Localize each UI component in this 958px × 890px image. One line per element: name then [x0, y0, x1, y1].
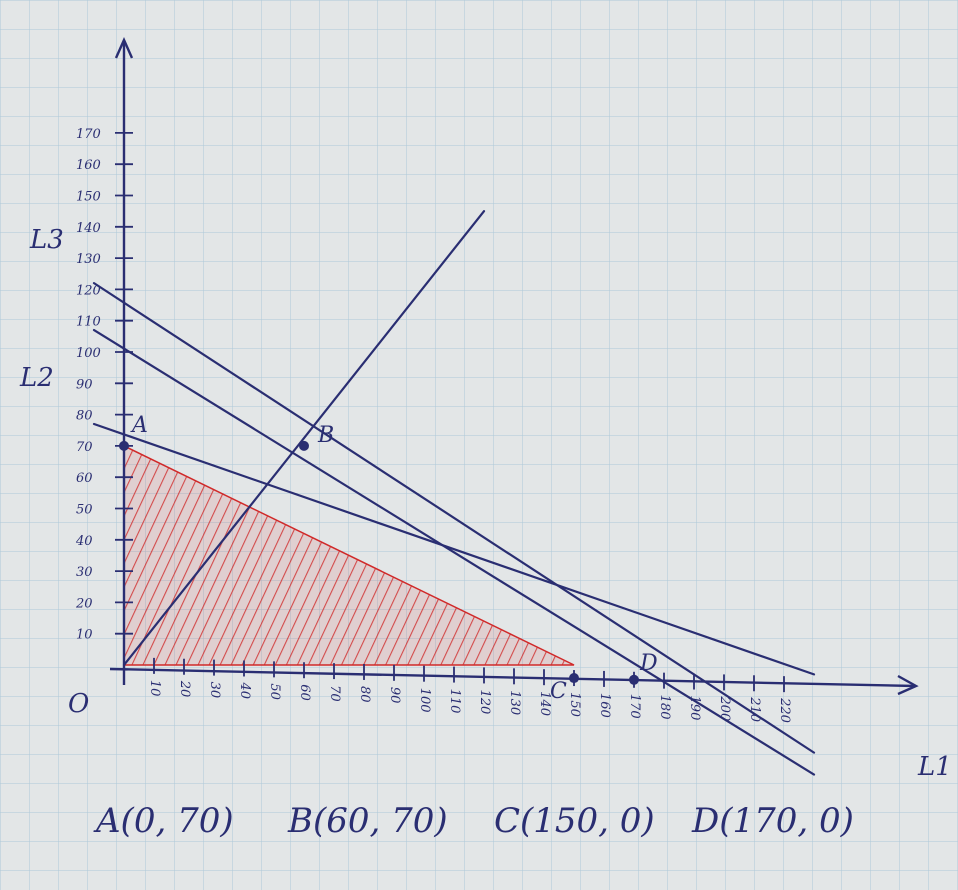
line-l2 [92, 328, 816, 776]
coordinate-caption-d: D(170, 0) [691, 801, 854, 841]
x-tick-label: 190 [687, 696, 702, 721]
y-tick-label: 120 [76, 283, 101, 298]
point-label-a: A [130, 413, 148, 438]
point-b [299, 440, 309, 451]
y-tick-label: 170 [76, 127, 101, 142]
x-tick-label: 20 [177, 680, 192, 698]
y-tick-label: 100 [76, 346, 101, 361]
y-tick-label: 10 [76, 628, 93, 643]
point-a [119, 440, 129, 451]
y-tick-label: 80 [76, 409, 93, 424]
coordinate-caption-b: B(60, 70) [287, 801, 448, 841]
x-tick-label: 110 [447, 689, 462, 714]
line-l1 [92, 422, 816, 676]
y-tick-label: 110 [76, 315, 101, 330]
y-tick-label: 60 [76, 471, 93, 486]
y-tick-label: 30 [76, 565, 93, 580]
x-tick-label: 90 [387, 687, 402, 704]
point-label-b: B [317, 423, 334, 448]
x-tick-label: 200 [717, 695, 732, 721]
x-tick-label: 10 [147, 680, 162, 697]
y-tick-label: 20 [75, 596, 93, 611]
point-label-c: C [550, 679, 567, 704]
feasible-region-tint [124, 445, 574, 665]
x-tick-label: 60 [297, 684, 312, 701]
y-tick-label: 130 [76, 252, 101, 267]
y-tick-label: 50 [76, 503, 93, 518]
x-tick-label: 40 [237, 681, 252, 699]
x-tick-label: 50 [267, 683, 282, 700]
y-axis-arrow [114, 37, 134, 59]
line-objective-ray [122, 210, 486, 667]
y-tick-label: 40 [75, 534, 93, 549]
x-tick-label: 160 [597, 693, 612, 718]
y-tick-label: 90 [76, 377, 93, 392]
x-tick-label: 180 [657, 695, 672, 720]
origin-label: O [68, 689, 89, 719]
line-label-l1: L1 [917, 752, 952, 782]
y-tick-label: 160 [76, 158, 101, 173]
coordinate-caption-a: A(0, 70) [93, 801, 234, 841]
point-c [569, 673, 579, 684]
x-tick-label: 70 [327, 685, 342, 702]
x-axis-arrow [897, 674, 919, 696]
x-tick-label: 170 [627, 694, 642, 719]
x-tick-label: 150 [567, 692, 582, 717]
x-tick-label: 220 [777, 697, 792, 723]
x-tick-label: 80 [357, 686, 372, 703]
x-tick-label: 210 [747, 696, 762, 722]
y-tick-label: 70 [76, 440, 93, 455]
x-tick-label: 140 [537, 691, 552, 716]
y-tick-label: 140 [76, 221, 101, 236]
coordinate-caption-c: C(150, 0) [494, 801, 655, 841]
line-label-l2: L2 [19, 363, 54, 393]
point-label-d: D [639, 651, 658, 676]
line-label-l3: L3 [29, 225, 64, 255]
x-tick-label: 30 [207, 682, 222, 699]
x-tick-label: 120 [477, 689, 492, 714]
y-tick-label: 150 [76, 190, 101, 205]
x-tick-label: 100 [417, 688, 432, 713]
point-d [629, 674, 639, 685]
x-tick-label: 130 [507, 690, 522, 715]
